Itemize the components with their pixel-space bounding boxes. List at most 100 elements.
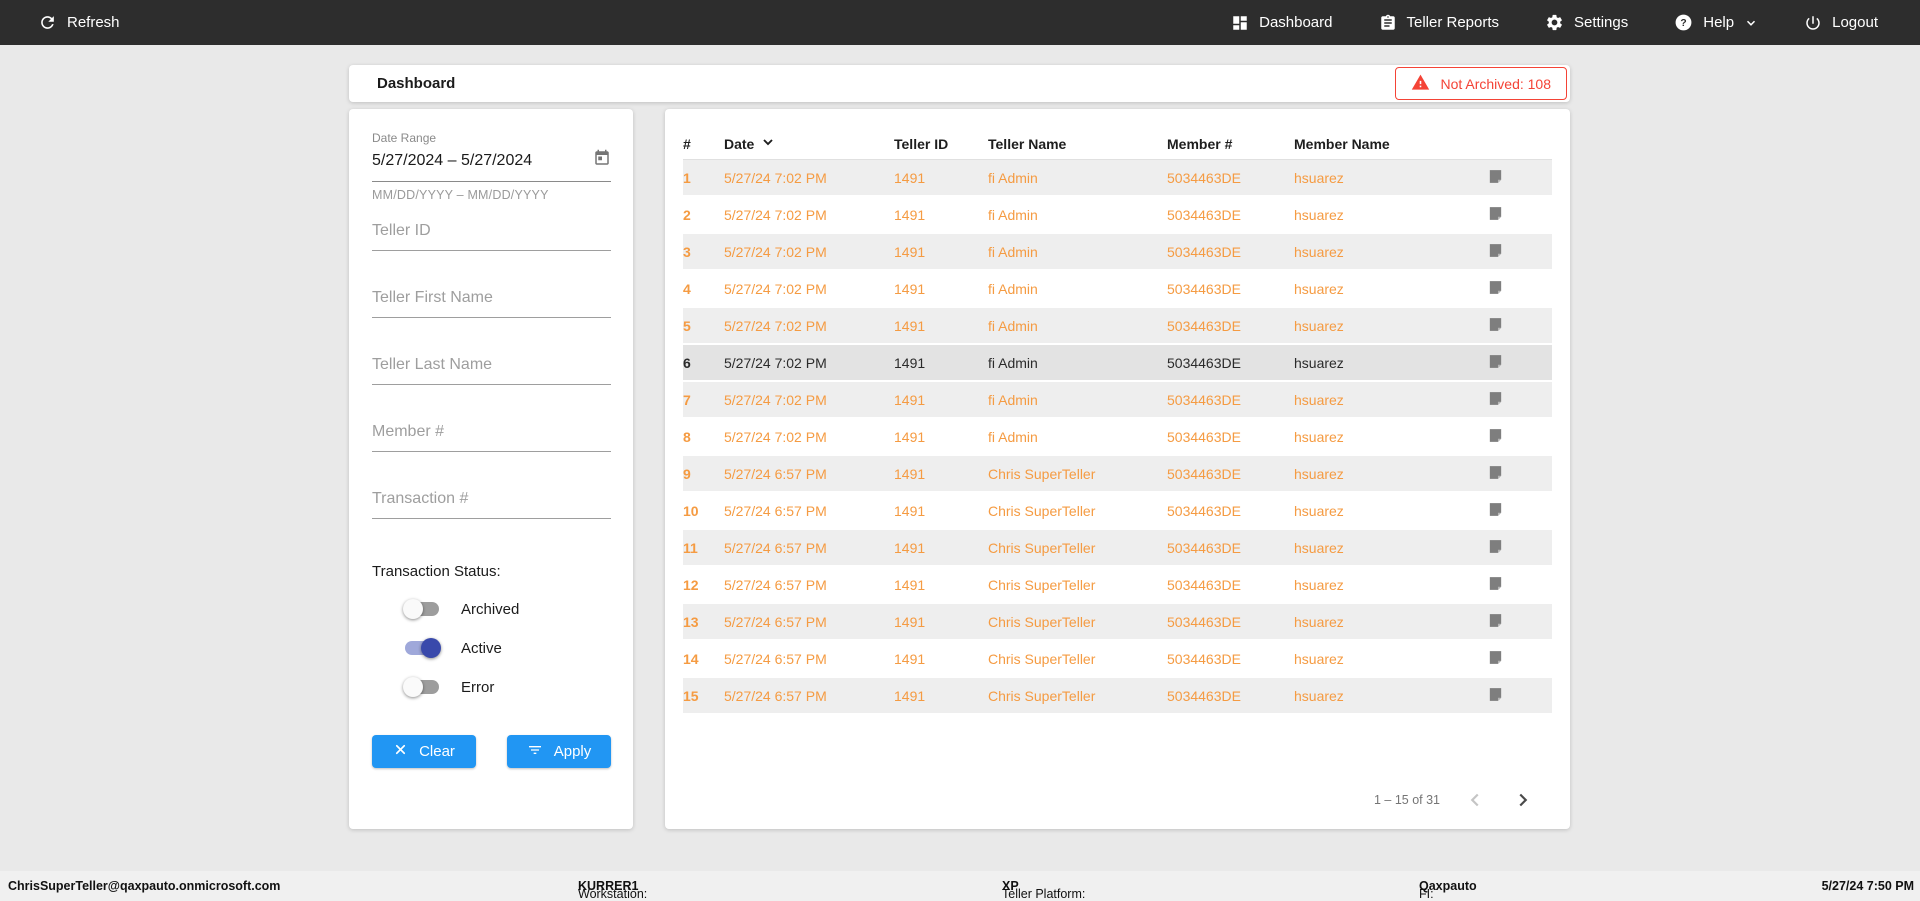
cell-teller-name: fi Admin bbox=[988, 243, 1038, 260]
table-row[interactable]: 13 5/27/24 6:57 PM 1491 Chris SuperTelle… bbox=[683, 604, 1552, 641]
error-toggle-label: Error bbox=[461, 678, 495, 696]
toggle-row-archived: Archived bbox=[403, 599, 611, 619]
cell-member-name: hsuarez bbox=[1294, 391, 1344, 408]
cell-date: 5/27/24 6:57 PM bbox=[724, 650, 827, 667]
cell-date: 5/27/24 6:57 PM bbox=[724, 539, 827, 556]
cell-date: 5/27/24 7:02 PM bbox=[724, 243, 827, 260]
table-row[interactable]: 12 5/27/24 6:57 PM 1491 Chris SuperTelle… bbox=[683, 567, 1552, 604]
note-icon[interactable] bbox=[1487, 501, 1504, 521]
cell-teller-name: fi Admin bbox=[988, 354, 1038, 371]
filter-buttons: Clear Apply bbox=[372, 735, 611, 768]
cell-teller-id: 1491 bbox=[894, 206, 926, 223]
note-icon[interactable] bbox=[1487, 353, 1504, 373]
note-icon[interactable] bbox=[1487, 205, 1504, 225]
cell-member-name: hsuarez bbox=[1294, 317, 1344, 334]
cell-num: 6 bbox=[683, 354, 691, 371]
toggle-row-active: Active bbox=[405, 638, 611, 658]
note-icon[interactable] bbox=[1487, 464, 1504, 484]
cell-num: 14 bbox=[683, 650, 699, 667]
note-icon[interactable] bbox=[1487, 649, 1504, 669]
table-row[interactable]: 2 5/27/24 7:02 PM 1491 fi Admin 5034463D… bbox=[683, 197, 1552, 234]
note-icon[interactable] bbox=[1487, 279, 1504, 299]
note-icon[interactable] bbox=[1487, 612, 1504, 632]
note-icon[interactable] bbox=[1487, 316, 1504, 336]
cell-date: 5/27/24 7:02 PM bbox=[724, 206, 827, 223]
cell-teller-id: 1491 bbox=[894, 317, 926, 334]
cell-member-name: hsuarez bbox=[1294, 613, 1344, 630]
cell-member-name: hsuarez bbox=[1294, 502, 1344, 519]
transaction-number-input[interactable] bbox=[372, 490, 611, 519]
table-row[interactable]: 6 5/27/24 7:02 PM 1491 fi Admin 5034463D… bbox=[683, 345, 1552, 382]
nav-item-label: Dashboard bbox=[1259, 14, 1333, 31]
table-row[interactable]: 10 5/27/24 6:57 PM 1491 Chris SuperTelle… bbox=[683, 493, 1552, 530]
column-header-num: # bbox=[683, 135, 691, 152]
table-row[interactable]: 5 5/27/24 7:02 PM 1491 fi Admin 5034463D… bbox=[683, 308, 1552, 345]
nav-item-help[interactable]: ? Help bbox=[1674, 13, 1758, 32]
column-header-member-name: Member Name bbox=[1294, 135, 1390, 152]
apply-button[interactable]: Apply bbox=[507, 735, 611, 768]
calendar-icon[interactable] bbox=[593, 149, 611, 172]
table-row[interactable]: 7 5/27/24 7:02 PM 1491 fi Admin 5034463D… bbox=[683, 382, 1552, 419]
refresh-button[interactable]: Refresh bbox=[38, 13, 120, 32]
cell-num: 5 bbox=[683, 317, 691, 334]
clear-button[interactable]: Clear bbox=[372, 735, 476, 768]
cell-member-num: 5034463DE bbox=[1167, 687, 1241, 704]
teller-last-name-input[interactable] bbox=[372, 356, 611, 385]
teller-first-name-input[interactable] bbox=[372, 289, 611, 318]
table-row[interactable]: 9 5/27/24 6:57 PM 1491 Chris SuperTeller… bbox=[683, 456, 1552, 493]
cell-actions bbox=[1450, 686, 1552, 706]
cell-teller-id: 1491 bbox=[894, 354, 926, 371]
table-row[interactable]: 3 5/27/24 7:02 PM 1491 fi Admin 5034463D… bbox=[683, 234, 1552, 271]
active-toggle[interactable] bbox=[405, 638, 441, 658]
note-icon[interactable] bbox=[1487, 427, 1504, 447]
column-header-date-label: Date bbox=[724, 135, 755, 152]
cell-member-name: hsuarez bbox=[1294, 539, 1344, 556]
page-title: Dashboard bbox=[377, 75, 456, 92]
gear-icon bbox=[1545, 13, 1564, 32]
note-icon[interactable] bbox=[1487, 538, 1504, 558]
clipboard-icon bbox=[1379, 14, 1397, 32]
fi-info: FI: Qaxpauto bbox=[1419, 879, 1477, 901]
table-header-row: # Date Teller ID Teller Name Member # Me… bbox=[683, 109, 1552, 160]
table-row[interactable]: 11 5/27/24 6:57 PM 1491 Chris SuperTelle… bbox=[683, 530, 1552, 567]
cell-date: 5/27/24 7:02 PM bbox=[724, 428, 827, 445]
note-icon[interactable] bbox=[1487, 242, 1504, 262]
nav-item-teller-reports[interactable]: Teller Reports bbox=[1379, 14, 1499, 32]
not-archived-badge[interactable]: Not Archived: 108 bbox=[1395, 67, 1567, 100]
table-row[interactable]: 8 5/27/24 7:02 PM 1491 fi Admin 5034463D… bbox=[683, 419, 1552, 456]
note-icon[interactable] bbox=[1487, 686, 1504, 706]
nav-item-dashboard[interactable]: Dashboard bbox=[1231, 14, 1333, 32]
note-icon[interactable] bbox=[1487, 168, 1504, 188]
filter-panel: Date Range 5/27/2024 – 5/27/2024 MM/DD/Y… bbox=[349, 109, 633, 829]
previous-page-button[interactable] bbox=[1462, 787, 1488, 813]
table-body: 1 5/27/24 7:02 PM 1491 fi Admin 5034463D… bbox=[683, 160, 1552, 715]
not-archived-label: Not Archived: 108 bbox=[1440, 75, 1551, 92]
cell-date: 5/27/24 7:02 PM bbox=[724, 391, 827, 408]
cell-num: 3 bbox=[683, 243, 691, 260]
table-row[interactable]: 4 5/27/24 7:02 PM 1491 fi Admin 5034463D… bbox=[683, 271, 1552, 308]
sort-arrow-icon bbox=[760, 134, 776, 153]
nav-item-label: Logout bbox=[1832, 14, 1878, 31]
table-row[interactable]: 15 5/27/24 6:57 PM 1491 Chris SuperTelle… bbox=[683, 678, 1552, 715]
column-header-date[interactable]: Date bbox=[724, 134, 894, 153]
nav-item-settings[interactable]: Settings bbox=[1545, 13, 1628, 32]
table-row[interactable]: 14 5/27/24 6:57 PM 1491 Chris SuperTelle… bbox=[683, 641, 1552, 678]
next-page-button[interactable] bbox=[1510, 787, 1536, 813]
cell-teller-name: Chris SuperTeller bbox=[988, 576, 1096, 593]
cell-actions bbox=[1450, 612, 1552, 632]
cell-actions bbox=[1450, 316, 1552, 336]
nav-item-logout[interactable]: Logout bbox=[1804, 14, 1878, 32]
cell-member-num: 5034463DE bbox=[1167, 502, 1241, 519]
note-icon[interactable] bbox=[1487, 575, 1504, 595]
nav-right-group: Dashboard Teller Reports Settings ? Help… bbox=[1231, 13, 1878, 32]
nav-item-label: Help bbox=[1703, 14, 1735, 31]
note-icon[interactable] bbox=[1487, 390, 1504, 410]
cell-teller-name: Chris SuperTeller bbox=[988, 539, 1096, 556]
member-number-input[interactable] bbox=[372, 423, 611, 452]
date-range-field[interactable]: 5/27/2024 – 5/27/2024 bbox=[372, 149, 611, 182]
archived-toggle[interactable] bbox=[403, 599, 439, 619]
error-toggle[interactable] bbox=[403, 677, 439, 697]
cell-teller-id: 1491 bbox=[894, 576, 926, 593]
table-row[interactable]: 1 5/27/24 7:02 PM 1491 fi Admin 5034463D… bbox=[683, 160, 1552, 197]
teller-id-input[interactable] bbox=[372, 222, 611, 251]
